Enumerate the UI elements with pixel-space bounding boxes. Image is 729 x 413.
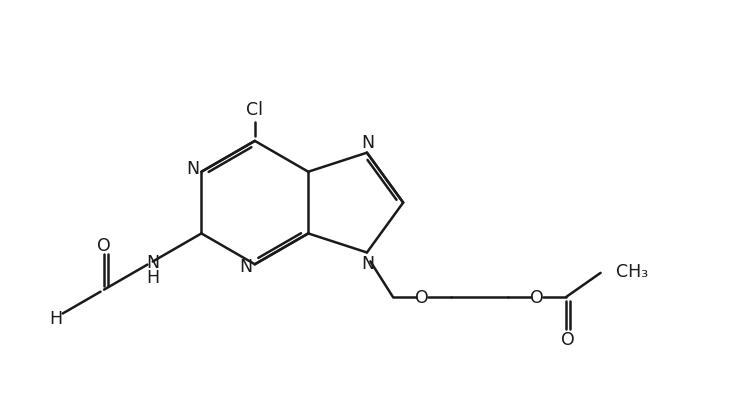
Text: N: N [239,257,252,275]
Text: N: N [361,254,374,272]
Text: O: O [416,288,429,306]
Text: O: O [561,330,575,348]
Text: N: N [361,134,374,152]
Text: H: H [147,268,160,286]
Text: N: N [186,160,199,178]
Text: Cl: Cl [246,100,263,119]
Text: O: O [97,237,111,254]
Text: CH₃: CH₃ [616,262,648,280]
Text: H: H [49,309,62,327]
Text: N: N [147,253,160,271]
Text: O: O [530,288,544,306]
